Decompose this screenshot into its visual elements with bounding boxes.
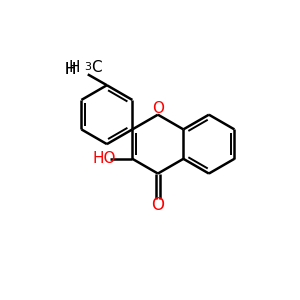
Text: H: H: [69, 60, 80, 75]
Text: C: C: [92, 60, 102, 75]
Text: H: H: [64, 61, 76, 76]
Text: H: H: [64, 61, 76, 76]
Text: 3: 3: [84, 62, 91, 72]
Text: O: O: [152, 196, 164, 214]
Text: O: O: [152, 101, 164, 116]
Text: HO: HO: [92, 151, 116, 166]
